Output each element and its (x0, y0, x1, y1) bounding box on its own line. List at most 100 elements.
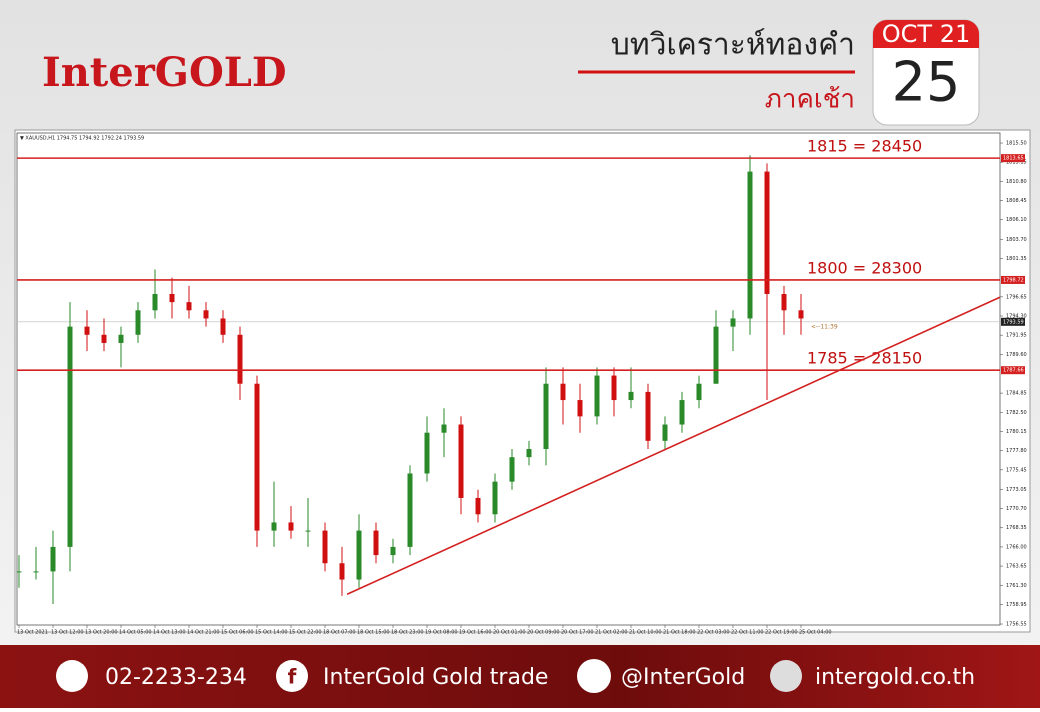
candle-body (220, 318, 226, 335)
y-tick-label: 1794.30 (1006, 314, 1027, 320)
y-tick-label: 1808.45 (1006, 198, 1027, 204)
level-value: 1813.65 (1003, 156, 1024, 162)
candle-body (441, 424, 447, 433)
y-tick-label: 1803.70 (1006, 237, 1027, 243)
x-tick-label: 21 Oct 10:00 (629, 630, 662, 636)
y-tick-label: 1756.55 (1006, 622, 1027, 628)
candle-body (339, 563, 345, 580)
candle-body (356, 530, 362, 580)
symbol-info: ▼ XAUUSD,H1 1794.75 1794.92 1792.24 1793… (20, 136, 144, 142)
candle-body (84, 326, 90, 335)
y-tick-label: 1801.35 (1006, 256, 1027, 262)
y-tick-label: 1796.65 (1006, 294, 1027, 300)
current-price-label: 1793.59 (1003, 319, 1024, 325)
candle-body (730, 318, 736, 327)
x-tick-label: 22 Oct 03:00 (697, 630, 730, 636)
candle-body (577, 400, 583, 417)
x-tick-label: 15 Oct 06:00 (221, 630, 254, 636)
subtitle: ภาคเช้า (765, 85, 855, 115)
candle-body (628, 391, 634, 401)
x-tick-label: 19 Oct 08:00 (425, 630, 458, 636)
y-tick-label: 1768.35 (1006, 525, 1027, 531)
calendar-month: OCT 21 (882, 20, 970, 48)
calendar-day: 25 (892, 51, 961, 114)
x-tick-label: 14 Oct 05:00 (119, 630, 152, 636)
x-tick-label: 13 Oct 12:00 (51, 630, 84, 636)
phone-icon (56, 660, 88, 692)
plot-frame (16, 132, 1001, 626)
candle-body (101, 334, 107, 343)
x-tick-label: 22 Oct 19:00 (765, 630, 798, 636)
candle-body (662, 424, 668, 441)
candle-body (458, 424, 464, 498)
x-tick-label: 25 Oct 04:00 (799, 630, 832, 636)
y-tick-label: 1791.95 (1006, 333, 1027, 339)
x-tick-label: 14 Oct 13:00 (153, 630, 186, 636)
x-tick-label: 14 Oct 21:00 (187, 630, 220, 636)
x-tick-label: 22 Oct 11:00 (731, 630, 764, 636)
y-tick-label: 1766.00 (1006, 544, 1027, 550)
line-id: @InterGold (621, 665, 745, 690)
y-tick-label: 1789.60 (1006, 352, 1027, 358)
candle-body (33, 571, 39, 573)
title: บทวิเคราะห์ทองคำ (611, 28, 855, 63)
facebook-glyph: f (288, 665, 297, 689)
line-icon (577, 659, 611, 693)
candle-body (288, 522, 294, 531)
x-tick-label: 13 Oct 20:00 (85, 630, 118, 636)
x-tick-label: 19 Oct 16:00 (459, 630, 492, 636)
chart-panel (14, 129, 1031, 633)
countdown: <--11:39 (811, 323, 838, 330)
candle-body (611, 375, 617, 401)
level-label: 1800 = 28300 (807, 258, 922, 277)
x-tick-label: 13 Oct 2021 (17, 630, 48, 636)
facebook: InterGold Gold trade (323, 665, 548, 690)
candle-body (713, 326, 719, 384)
level-value: 1787.66 (1003, 368, 1024, 374)
y-tick-label: 1773.05 (1006, 487, 1027, 493)
level-value: 1798.72 (1003, 277, 1024, 283)
y-tick-label: 1763.65 (1006, 564, 1027, 570)
web-icon (770, 660, 802, 692)
candle-body (152, 293, 158, 311)
candle-body (373, 530, 379, 556)
level-box (1001, 275, 1025, 284)
candle-body (747, 171, 753, 319)
x-tick-label: 15 Oct 22:00 (289, 630, 322, 636)
facebook-icon (276, 660, 308, 692)
candle-body (135, 310, 141, 335)
candle-body (526, 449, 532, 458)
candle-body (271, 522, 277, 531)
level-box (1001, 154, 1025, 163)
candle-body (764, 171, 770, 294)
trendline (346, 296, 1001, 595)
current-price-box (1001, 317, 1025, 326)
candle-body (50, 546, 56, 572)
x-tick-label: 20 Oct 17:00 (561, 630, 594, 636)
candle-body (594, 375, 600, 417)
phone: 02-2233-234 (105, 665, 247, 690)
candle-body (67, 326, 73, 547)
y-tick-label: 1780.15 (1006, 429, 1027, 435)
candle-body (424, 432, 430, 474)
candle-body (543, 383, 549, 450)
y-tick-label: 1815.50 (1006, 141, 1027, 147)
y-tick-label: 1761.30 (1006, 583, 1027, 589)
candle-body (169, 293, 175, 303)
candle-body (798, 310, 804, 319)
candle-body (322, 530, 328, 564)
x-tick-label: 18 Oct 23:00 (391, 630, 424, 636)
candle-body (509, 457, 515, 482)
candle-body (390, 546, 396, 556)
y-tick-label: 1775.45 (1006, 467, 1027, 473)
candle-body (16, 571, 22, 573)
level-label: 1815 = 28450 (807, 137, 922, 156)
candle-body (679, 400, 685, 425)
x-tick-label: 15 Oct 14:00 (255, 630, 288, 636)
y-tick-label: 1810.80 (1006, 179, 1027, 185)
y-tick-label: 1806.10 (1006, 217, 1027, 223)
footer (0, 645, 1040, 708)
candle-body (186, 302, 192, 311)
y-tick-label: 1758.95 (1006, 602, 1027, 608)
